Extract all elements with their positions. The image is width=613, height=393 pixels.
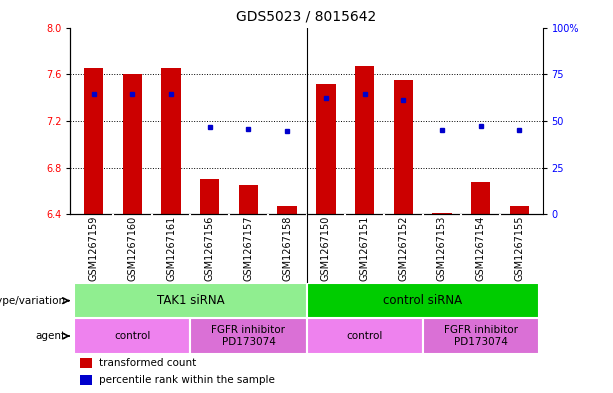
Text: agent: agent [36,331,66,341]
Bar [306,283,539,318]
Bar [278,206,297,214]
Bar [74,318,191,354]
Text: GSM1267158: GSM1267158 [282,216,292,281]
Bar [432,213,452,214]
Text: GSM1267157: GSM1267157 [243,216,253,281]
Text: FGFR inhibitor
PD173074: FGFR inhibitor PD173074 [211,325,286,347]
Bar [422,318,539,354]
Text: GSM1267152: GSM1267152 [398,216,408,281]
Bar [123,74,142,214]
Title: GDS5023 / 8015642: GDS5023 / 8015642 [237,9,376,24]
Text: GSM1267159: GSM1267159 [89,216,99,281]
Text: GSM1267155: GSM1267155 [514,216,524,281]
Text: GSM1267160: GSM1267160 [128,216,137,281]
Bar [394,80,413,214]
Text: control siRNA: control siRNA [383,294,462,307]
Text: percentile rank within the sample: percentile rank within the sample [99,375,275,385]
Text: transformed count: transformed count [99,358,196,368]
Text: control: control [114,331,151,341]
Bar [509,206,529,214]
Text: GSM1267154: GSM1267154 [476,216,485,281]
Bar [306,318,422,354]
Bar [200,179,219,214]
Text: FGFR inhibitor
PD173074: FGFR inhibitor PD173074 [444,325,517,347]
Bar [239,185,258,214]
Bar [74,283,306,318]
Bar [355,66,374,214]
Bar [80,375,92,385]
Bar [80,358,92,368]
Text: control: control [346,331,383,341]
Text: GSM1267153: GSM1267153 [437,216,447,281]
Text: GSM1267150: GSM1267150 [321,216,331,281]
Bar [84,68,104,214]
Text: genotype/variation: genotype/variation [0,296,66,306]
Text: TAK1 siRNA: TAK1 siRNA [156,294,224,307]
Text: GSM1267156: GSM1267156 [205,216,215,281]
Bar [471,182,490,214]
Bar [161,68,181,214]
Text: GSM1267161: GSM1267161 [166,216,176,281]
Text: GSM1267151: GSM1267151 [360,216,370,281]
Bar [191,318,306,354]
Bar [316,84,335,214]
